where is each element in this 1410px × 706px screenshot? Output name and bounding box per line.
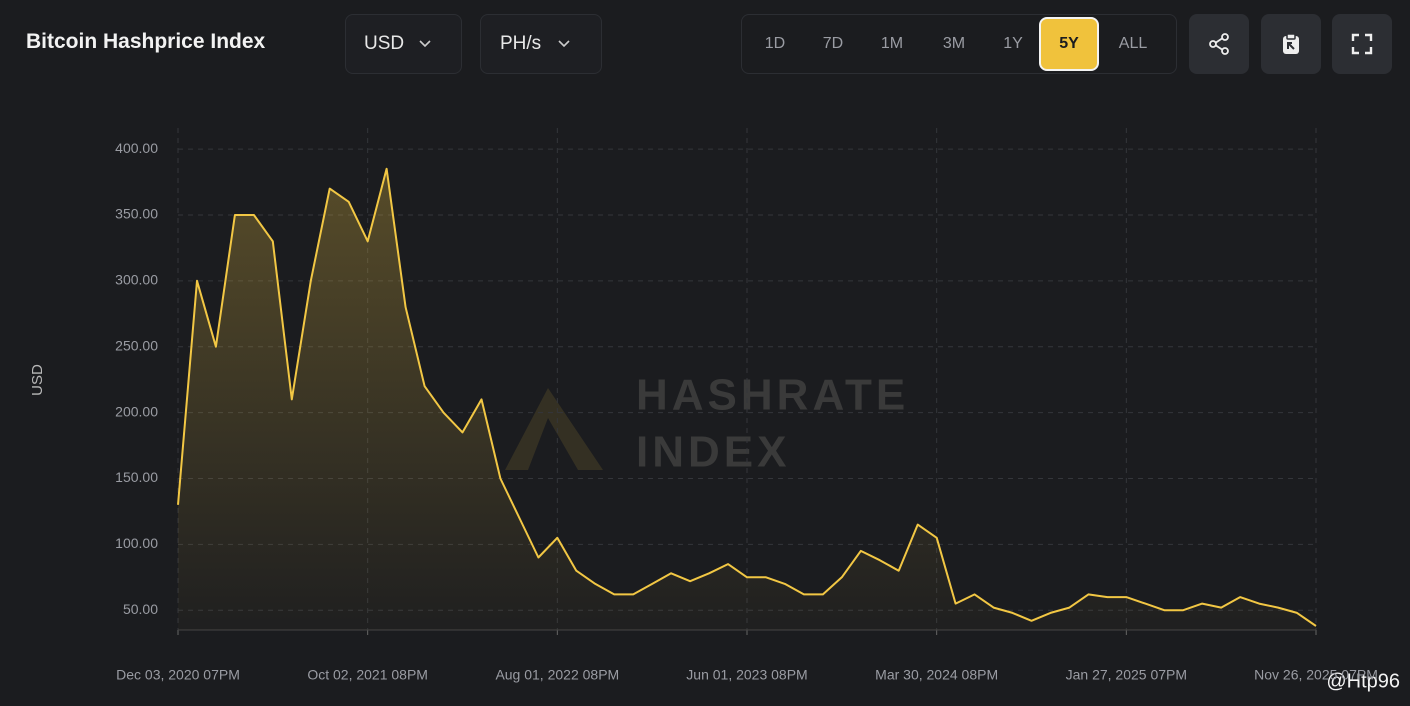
- chevron: [419, 40, 431, 48]
- unit-label: PH/s: [500, 33, 542, 54]
- range-button[interactable]: 7D: [822, 35, 844, 52]
- currency-label: USD: [364, 33, 405, 54]
- footer-watermark: @Htp96: [1326, 670, 1400, 692]
- range-button[interactable]: 5Y: [1039, 17, 1099, 71]
- y-tick-label: 150.00: [115, 469, 158, 485]
- x-tick-label: Aug 01, 2022 08PM: [495, 667, 619, 683]
- range-group: 1D 7D 1M 3M 1Y 5Y ALL: [741, 14, 1177, 74]
- y-axis-label: USD: [29, 364, 46, 396]
- watermark: HASHRATE: [636, 371, 909, 420]
- range-button[interactable]: ALL: [1118, 35, 1148, 52]
- x-tick-label: Mar 30, 2024 08PM: [875, 667, 998, 683]
- y-tick-label: 100.00: [115, 535, 158, 551]
- y-tick-label: 250.00: [115, 337, 158, 353]
- watermark: INDEX: [636, 428, 790, 477]
- range-button[interactable]: 1Y: [1003, 35, 1023, 52]
- x-tick-label: Nov 26, 2025 07PM: [1254, 667, 1378, 683]
- range-button[interactable]: 1D: [764, 35, 786, 52]
- area: [178, 168, 1316, 631]
- range-button[interactable]: 3M: [942, 35, 966, 52]
- clipboard-button[interactable]: [1261, 14, 1321, 74]
- y-tick-label: 50.00: [123, 601, 158, 617]
- x-tick-label: Jun 01, 2023 08PM: [686, 667, 807, 683]
- x-tick-label: Oct 02, 2021 08PM: [307, 667, 428, 683]
- x-tick-label: Jan 27, 2025 07PM: [1066, 667, 1187, 683]
- fullscreen-button[interactable]: [1332, 14, 1392, 74]
- y-tick-label: 350.00: [115, 206, 158, 222]
- y-tick-label: 200.00: [115, 403, 158, 419]
- currency-select[interactable]: USD: [345, 14, 462, 74]
- line: [177, 167, 1317, 627]
- chevron: [558, 40, 570, 48]
- x-tick-label: Dec 03, 2020 07PM: [116, 667, 240, 683]
- y-tick-label: 400.00: [115, 140, 158, 156]
- clipboard-icon: [1283, 33, 1299, 54]
- y-tick-label: 300.00: [115, 272, 158, 288]
- unit-select[interactable]: PH/s: [480, 14, 602, 74]
- fullscreen-icon: [1351, 33, 1373, 55]
- watermark-logo: [505, 388, 603, 470]
- title: Bitcoin Hashprice Index: [26, 30, 266, 53]
- share-icon: [1209, 33, 1229, 55]
- share-button[interactable]: [1189, 14, 1249, 74]
- range-button[interactable]: 1M: [880, 35, 904, 52]
